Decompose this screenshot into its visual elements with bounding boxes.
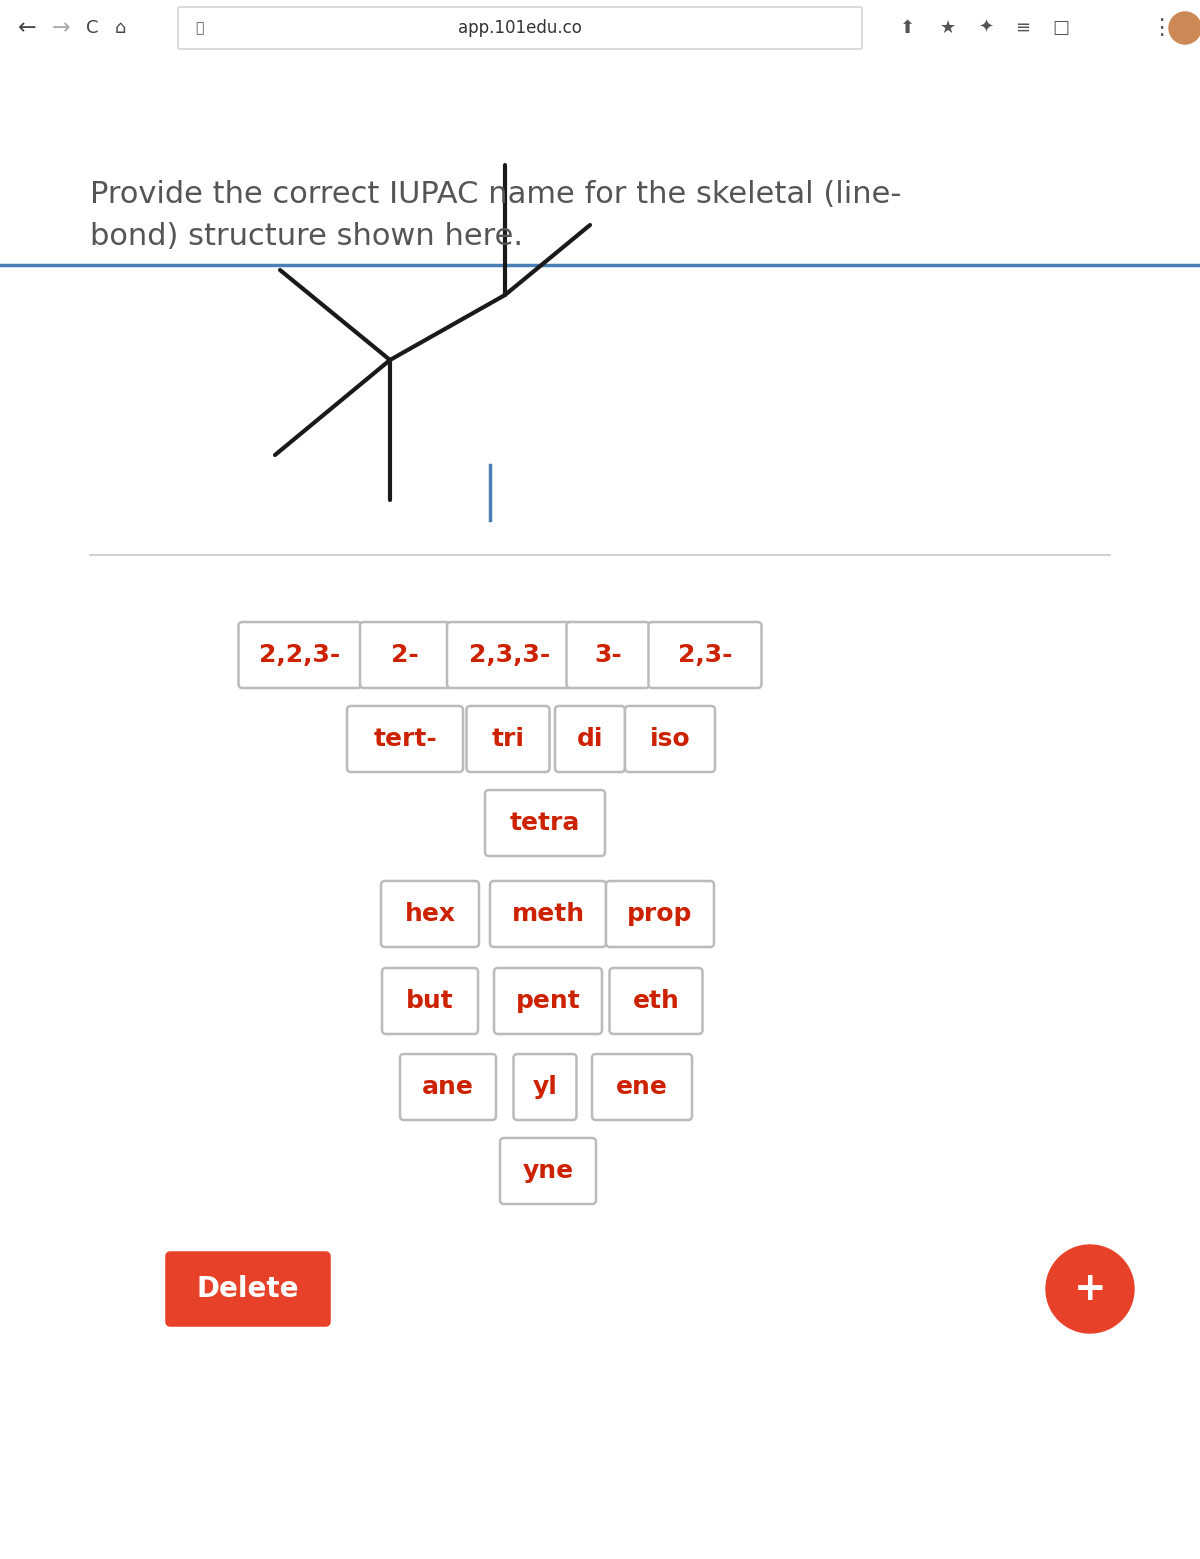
FancyBboxPatch shape [467, 706, 550, 772]
Text: pent: pent [516, 988, 581, 1013]
Text: 🔒: 🔒 [194, 20, 203, 34]
Text: but: but [406, 988, 454, 1013]
Text: ✦: ✦ [978, 19, 994, 37]
FancyBboxPatch shape [490, 881, 606, 946]
Text: meth: meth [511, 903, 584, 926]
Text: Question 16 of 66: Question 16 of 66 [448, 86, 752, 114]
Text: ane: ane [422, 1076, 474, 1099]
Text: iso: iso [649, 726, 690, 751]
Text: tert-: tert- [373, 726, 437, 751]
Text: →: → [52, 19, 71, 37]
Text: ★: ★ [940, 19, 956, 37]
FancyBboxPatch shape [400, 1054, 496, 1119]
Text: ‹: ‹ [35, 81, 50, 118]
FancyBboxPatch shape [485, 790, 605, 856]
FancyBboxPatch shape [167, 1252, 330, 1325]
FancyBboxPatch shape [446, 622, 574, 688]
Text: hex: hex [404, 903, 456, 926]
FancyBboxPatch shape [610, 968, 702, 1034]
Text: di: di [577, 726, 604, 751]
Text: bond) structure shown here.: bond) structure shown here. [90, 221, 523, 251]
Text: tri: tri [492, 726, 524, 751]
Text: ⬆: ⬆ [900, 19, 916, 37]
FancyBboxPatch shape [500, 1138, 596, 1204]
Text: Provide the correct IUPAC name for the skeletal (line-: Provide the correct IUPAC name for the s… [90, 179, 901, 209]
FancyBboxPatch shape [239, 622, 361, 688]
Circle shape [1046, 1246, 1134, 1333]
Text: ene: ene [616, 1076, 668, 1099]
FancyBboxPatch shape [382, 968, 478, 1034]
Text: 2,2,3-: 2,2,3- [259, 642, 341, 667]
FancyBboxPatch shape [514, 1054, 576, 1119]
Text: yne: yne [522, 1158, 574, 1183]
Text: Submit: Submit [1054, 86, 1165, 114]
FancyBboxPatch shape [592, 1054, 692, 1119]
Text: 2-: 2- [391, 642, 419, 667]
Text: 2,3,3-: 2,3,3- [469, 642, 551, 667]
FancyBboxPatch shape [360, 622, 450, 688]
Text: prop: prop [628, 903, 692, 926]
Text: ≡: ≡ [1015, 19, 1030, 37]
FancyBboxPatch shape [347, 706, 463, 772]
Text: eth: eth [632, 988, 679, 1013]
Text: ⋮: ⋮ [1150, 19, 1172, 37]
Circle shape [1169, 12, 1200, 44]
Text: 3-: 3- [594, 642, 622, 667]
Text: □: □ [1052, 19, 1069, 37]
FancyBboxPatch shape [566, 622, 649, 688]
Text: +: + [1074, 1271, 1106, 1308]
Text: 2,3-: 2,3- [678, 642, 732, 667]
Text: ←: ← [18, 19, 37, 37]
Text: yl: yl [533, 1076, 558, 1099]
Text: app.101edu.co: app.101edu.co [458, 19, 582, 37]
FancyBboxPatch shape [606, 881, 714, 946]
FancyBboxPatch shape [382, 881, 479, 946]
Text: tetra: tetra [510, 811, 580, 836]
FancyBboxPatch shape [554, 706, 625, 772]
FancyBboxPatch shape [494, 968, 602, 1034]
Text: C: C [86, 19, 98, 37]
FancyBboxPatch shape [625, 706, 715, 772]
Text: Delete: Delete [197, 1275, 299, 1303]
FancyBboxPatch shape [178, 6, 862, 48]
Text: ⌂: ⌂ [115, 19, 126, 37]
FancyBboxPatch shape [648, 622, 762, 688]
